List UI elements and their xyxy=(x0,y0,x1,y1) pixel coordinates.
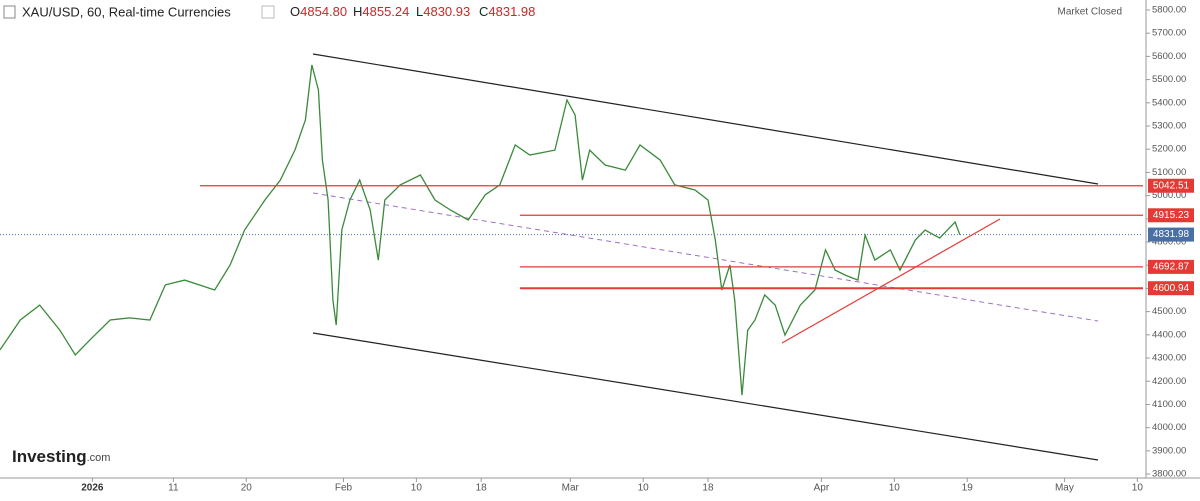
x-tick-label: 10 xyxy=(1132,483,1144,494)
symbol-title: XAU/USD, 60, Real-time Currencies xyxy=(22,4,231,19)
y-tick-label: 5000.00 xyxy=(1152,190,1186,201)
ohlc-key: C xyxy=(479,4,488,19)
x-tick-label: 10 xyxy=(889,483,901,494)
y-tick-label: 4400.00 xyxy=(1152,329,1186,340)
y-tick-label: 5800.00 xyxy=(1152,4,1186,15)
support-line xyxy=(781,218,1001,344)
y-tick-label: 4500.00 xyxy=(1152,306,1186,317)
market-status: Market Closed xyxy=(1058,7,1122,18)
y-tick-label: 3800.00 xyxy=(1152,469,1186,480)
last-price-tag xyxy=(1148,227,1194,242)
level-tag xyxy=(1148,281,1194,296)
level-tag xyxy=(1148,178,1194,193)
ohlc-value: 4855.24 xyxy=(362,4,409,19)
x-tick-label: Apr xyxy=(814,483,830,494)
ohlc-key: O xyxy=(290,4,300,19)
ohlc-value: 4831.98 xyxy=(488,4,535,19)
x-tick-label: 18 xyxy=(702,483,714,494)
channel-top xyxy=(312,53,1099,185)
x-tick-label: 19 xyxy=(962,483,974,494)
ohlc-value: 4830.93 xyxy=(423,4,470,19)
y-tick-label: 4100.00 xyxy=(1152,399,1186,410)
level-label: 4600.94 xyxy=(1153,283,1190,294)
x-tick-label: 10 xyxy=(411,483,423,494)
y-tick-label: 5300.00 xyxy=(1152,121,1186,132)
y-tick-label: 5100.00 xyxy=(1152,167,1186,178)
x-tick-label: 10 xyxy=(638,483,650,494)
x-tick-label: 20 xyxy=(241,483,253,494)
level-tag xyxy=(1148,259,1194,274)
level-label: 5042.51 xyxy=(1153,180,1190,191)
price-line xyxy=(0,64,961,396)
channel-mid xyxy=(312,192,1099,322)
x-tick-label: 11 xyxy=(168,483,179,494)
y-tick-label: 4000.00 xyxy=(1152,422,1186,433)
y-tick-label: 5500.00 xyxy=(1152,74,1186,85)
ohlc: O4854.80 H4855.24 L4830.93 C4831.98 xyxy=(290,4,535,19)
y-tick-label: 5200.00 xyxy=(1152,144,1186,155)
y-tick-label: 5600.00 xyxy=(1152,51,1186,62)
settings-icon[interactable] xyxy=(261,5,275,19)
ohlc-item: O4854.80 xyxy=(290,4,347,19)
logo: Investing.com xyxy=(12,447,110,466)
channel-bottom xyxy=(312,332,1099,461)
y-tick-label: 4200.00 xyxy=(1152,376,1186,387)
y-tick-label: 5700.00 xyxy=(1152,28,1186,39)
logo-suffix: .com xyxy=(87,452,111,464)
y-tick-label: 5400.00 xyxy=(1152,97,1186,108)
x-tick-label: May xyxy=(1055,483,1074,494)
ohlc-item: H4855.24 xyxy=(353,4,409,19)
x-tick-label: 18 xyxy=(476,483,488,494)
menu-icon[interactable] xyxy=(3,5,16,19)
level-label: 4915.23 xyxy=(1153,210,1190,221)
ohlc-item: C4831.98 xyxy=(479,4,535,19)
x-tick-label: 2026 xyxy=(81,483,104,494)
ohlc-value: 4854.80 xyxy=(300,4,347,19)
y-tick-label: 4300.00 xyxy=(1152,353,1186,364)
ohlc-key: L xyxy=(416,4,423,19)
x-tick-label: Feb xyxy=(335,483,353,494)
x-tick-label: Mar xyxy=(562,483,580,494)
last-price-label: 4831.98 xyxy=(1153,229,1190,240)
level-label: 4692.87 xyxy=(1153,262,1190,273)
ohlc-item: L4830.93 xyxy=(416,4,470,19)
logo-name: Investing xyxy=(12,447,87,466)
y-tick-label: 4800.00 xyxy=(1152,237,1186,248)
level-tag xyxy=(1148,208,1194,223)
ohlc-key: H xyxy=(353,4,362,19)
plot xyxy=(0,64,1143,396)
y-tick-label: 3900.00 xyxy=(1152,445,1186,456)
